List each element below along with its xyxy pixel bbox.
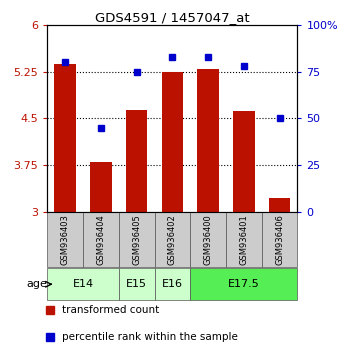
Bar	[119, 212, 154, 267]
Bar	[154, 212, 190, 267]
Text: GSM936401: GSM936401	[239, 214, 248, 265]
Bar	[126, 110, 147, 212]
Bar	[197, 69, 219, 212]
Bar	[226, 212, 262, 267]
Bar	[233, 111, 255, 212]
Bar	[54, 64, 76, 212]
Bar	[190, 268, 297, 300]
Bar	[262, 212, 297, 267]
Bar	[269, 199, 290, 212]
Bar	[83, 212, 119, 267]
Bar	[47, 212, 83, 267]
Text: GSM936400: GSM936400	[203, 214, 213, 265]
Text: GSM936402: GSM936402	[168, 214, 177, 265]
Bar	[190, 212, 226, 267]
Text: E16: E16	[162, 279, 183, 289]
Text: age: age	[26, 279, 47, 289]
Text: E15: E15	[126, 279, 147, 289]
Text: transformed count: transformed count	[62, 306, 160, 315]
Text: E17.5: E17.5	[228, 279, 260, 289]
Text: GSM936404: GSM936404	[96, 214, 105, 265]
Text: GSM936406: GSM936406	[275, 214, 284, 265]
Text: GSM936403: GSM936403	[61, 214, 70, 265]
Bar	[162, 72, 183, 212]
Text: E14: E14	[72, 279, 94, 289]
Bar	[47, 268, 119, 300]
Text: percentile rank within the sample: percentile rank within the sample	[62, 332, 238, 342]
Bar	[154, 268, 190, 300]
Bar	[119, 268, 154, 300]
Bar	[90, 162, 112, 212]
Title: GDS4591 / 1457047_at: GDS4591 / 1457047_at	[95, 11, 250, 24]
Text: GSM936405: GSM936405	[132, 214, 141, 265]
